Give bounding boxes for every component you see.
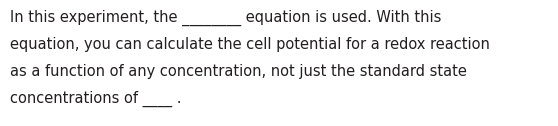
- Text: In this experiment, the ________ equation is used. With this: In this experiment, the ________ equatio…: [10, 10, 441, 26]
- Text: equation, you can calculate the cell potential for a redox reaction: equation, you can calculate the cell pot…: [10, 37, 490, 52]
- Text: concentrations of ____ .: concentrations of ____ .: [10, 91, 181, 107]
- Text: as a function of any concentration, not just the standard state: as a function of any concentration, not …: [10, 64, 467, 79]
